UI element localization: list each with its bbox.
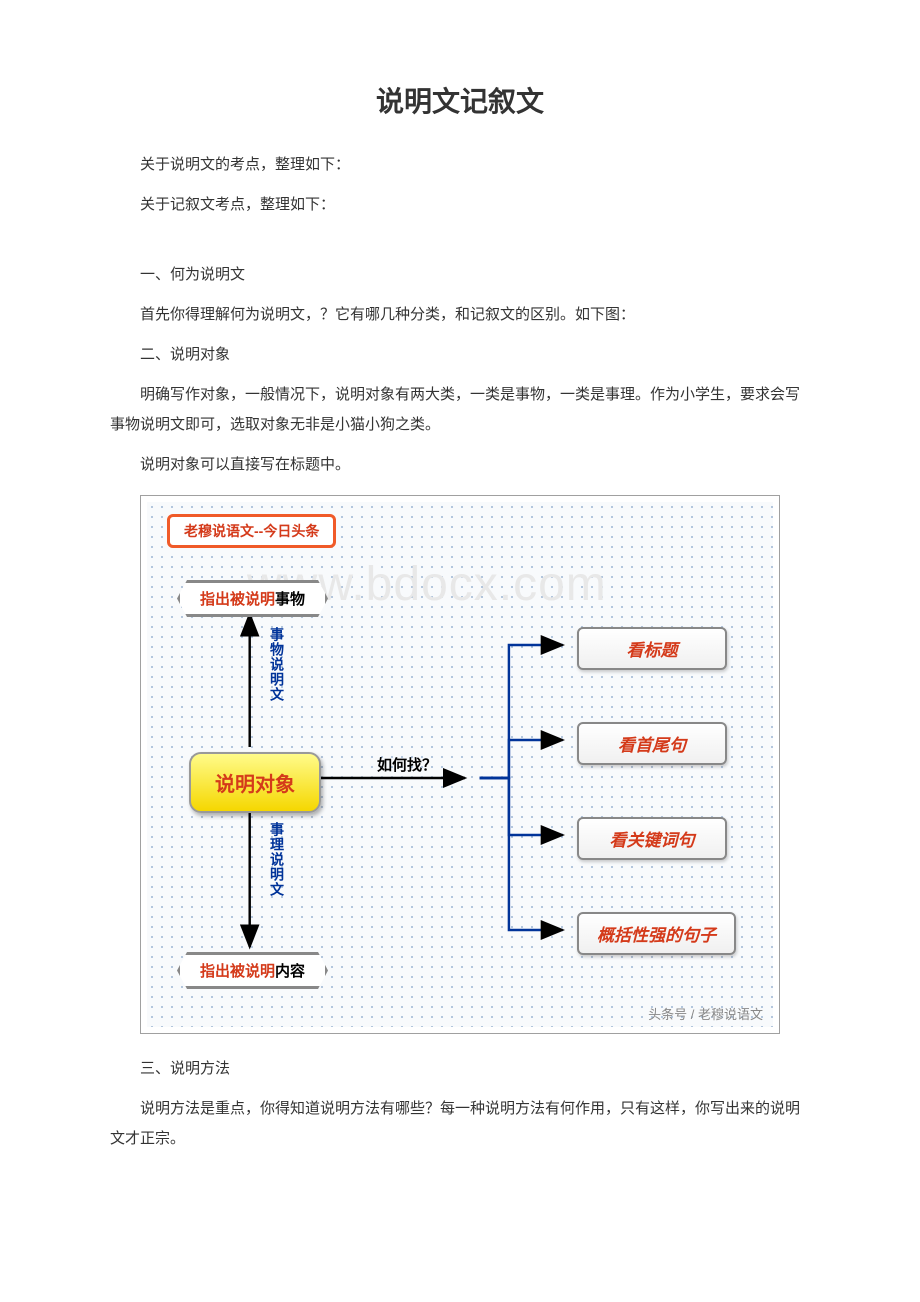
right-box-3: 概括性强的句子 (577, 912, 736, 955)
section-2-heading: 二、说明对象 (110, 340, 810, 370)
right-box-label-3: 概括性强的句子 (577, 912, 736, 955)
right-box-0: 看标题 (577, 627, 727, 670)
banner-node: 老穆说语文--今日头条 (167, 514, 336, 548)
intro-para-1: 关于说明文的考点，整理如下： (110, 150, 810, 180)
section-2-para-1: 明确写作对象，一般情况下，说明对象有两大类，一类是事物，一类是事理。作为小学生，… (110, 380, 810, 440)
right-box-1: 看首尾句 (577, 722, 727, 765)
hex-bottom-node: 指出被说明内容 (177, 952, 328, 989)
right-box-2: 看关键词句 (577, 817, 727, 860)
hex-top-box: 指出被说明事物 (177, 580, 328, 617)
attribution-text: 头条号 / 老穆说语文 (648, 1004, 763, 1023)
section-1-heading: 一、何为说明文 (110, 260, 810, 290)
diagram-container: www.bdocx.com 老穆说语文--今日头条 指出被说明 (140, 495, 780, 1034)
section-2-para-2: 说明对象可以直接写在标题中。 (110, 450, 810, 480)
section-3-para-1: 说明方法是重点，你得知道说明方法有哪些？每一种说明方法有何作用，只有这样，你写出… (110, 1094, 810, 1154)
hex-bottom-black-text: 内容 (275, 963, 305, 980)
section-3-heading: 三、说明方法 (110, 1054, 810, 1084)
hex-bottom-box: 指出被说明内容 (177, 952, 328, 989)
intro-para-2: 关于记叙文考点，整理如下： (110, 190, 810, 220)
banner-label: 老穆说语文--今日头条 (167, 514, 336, 548)
hex-bottom-red-text: 指出被说明 (200, 963, 275, 980)
hex-top-black-text: 事物 (275, 591, 305, 608)
right-box-label-2: 看关键词句 (577, 817, 727, 860)
hex-top-node: 指出被说明事物 (177, 580, 328, 617)
section-1-text: 首先你得理解何为说明文，？它有哪几种分类，和记叙文的区别。如下图： (110, 300, 810, 330)
right-box-label-0: 看标题 (577, 627, 727, 670)
diagram-canvas: www.bdocx.com 老穆说语文--今日头条 指出被说明 (147, 502, 773, 1027)
vertical-label-bottom: 事理说明文 (267, 822, 287, 897)
vertical-label-top: 事物说明文 (267, 627, 287, 702)
horizontal-label: 如何找？ (377, 754, 437, 775)
hex-top-red-text: 指出被说明 (200, 591, 275, 608)
right-box-label-1: 看首尾句 (577, 722, 727, 765)
page-title: 说明文记叙文 (110, 80, 810, 120)
center-node: 说明对象 (189, 752, 321, 813)
center-box: 说明对象 (189, 752, 321, 813)
